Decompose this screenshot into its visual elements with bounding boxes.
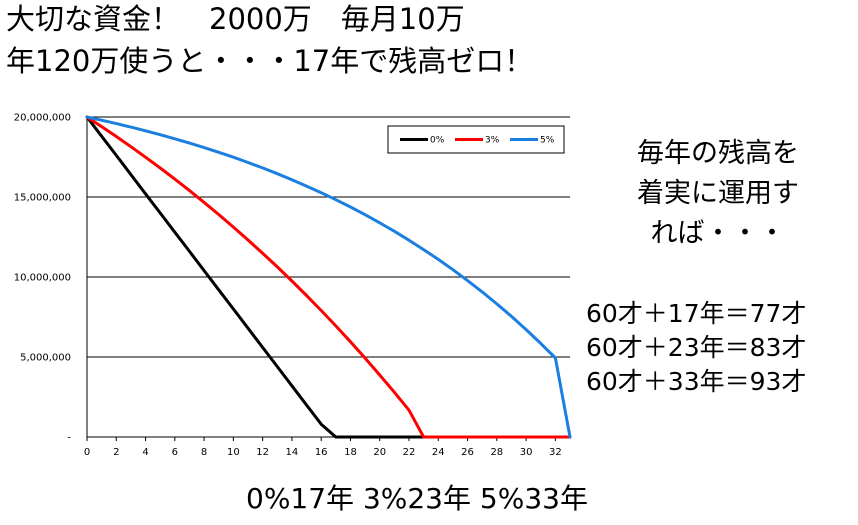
- x-tick-label: 0: [84, 447, 90, 458]
- age-line-3pct: 60才＋23年＝83才: [586, 333, 807, 362]
- headline-line-1: 大切な資金！ 2000万 毎月10万: [6, 2, 465, 36]
- x-tick-label: 14: [286, 447, 299, 458]
- series-line-3pct: [85, 115, 572, 439]
- side-note-line-2: 着実に運用す: [637, 178, 799, 209]
- x-tick-label: 16: [315, 447, 328, 458]
- x-tick-label: 24: [432, 447, 445, 458]
- side-note-line-3: れば・・・: [650, 218, 786, 249]
- y-tick-label: 5,000,000: [20, 353, 71, 364]
- summary-text: 0%17年 3%23年 5%33年: [246, 482, 588, 515]
- x-tick-label: 10: [227, 447, 240, 458]
- y-tick-label: -: [67, 433, 71, 444]
- y-tick-label: 15,000,000: [14, 193, 71, 204]
- x-tick-label: 22: [403, 447, 416, 458]
- side-note: 毎年の残高を 着実に運用す れば・・・: [598, 134, 838, 254]
- x-tick-label: 18: [344, 447, 357, 458]
- x-tick-label: 20: [373, 447, 386, 458]
- side-note-line-1: 毎年の残高を: [637, 138, 799, 169]
- legend-label: 5%: [540, 136, 555, 146]
- y-tick-label: 10,000,000: [14, 273, 71, 284]
- age-line-0pct: 60才＋17年＝77才: [586, 299, 807, 328]
- age-line-5pct: 60才＋33年＝93才: [586, 367, 807, 396]
- legend-label: 0%: [430, 136, 445, 146]
- series-line-5pct: [85, 115, 572, 439]
- x-tick-label: 8: [201, 447, 207, 458]
- headline-line-2: 年120万使うと・・・17年で残高ゼロ！: [6, 44, 534, 78]
- x-tick-label: 12: [256, 447, 269, 458]
- legend-label: 3%: [485, 136, 500, 146]
- x-tick-label: 32: [549, 447, 562, 458]
- x-tick-label: 6: [172, 447, 178, 458]
- age-calculations: 60才＋17年＝77才 60才＋23年＝83才 60才＋33年＝93才: [586, 297, 806, 399]
- series-line-0pct: [85, 115, 572, 439]
- x-tick-label: 30: [520, 447, 533, 458]
- y-tick-label: 20,000,000: [14, 113, 71, 124]
- balance-line-chart: - 5,000,000 10,000,000 15,000,000 20,000,000…: [0, 100, 590, 470]
- x-tick-label: 26: [461, 447, 474, 458]
- x-tick-label: 2: [113, 447, 119, 458]
- x-tick-label: 28: [490, 447, 503, 458]
- x-tick-label: 4: [142, 447, 148, 458]
